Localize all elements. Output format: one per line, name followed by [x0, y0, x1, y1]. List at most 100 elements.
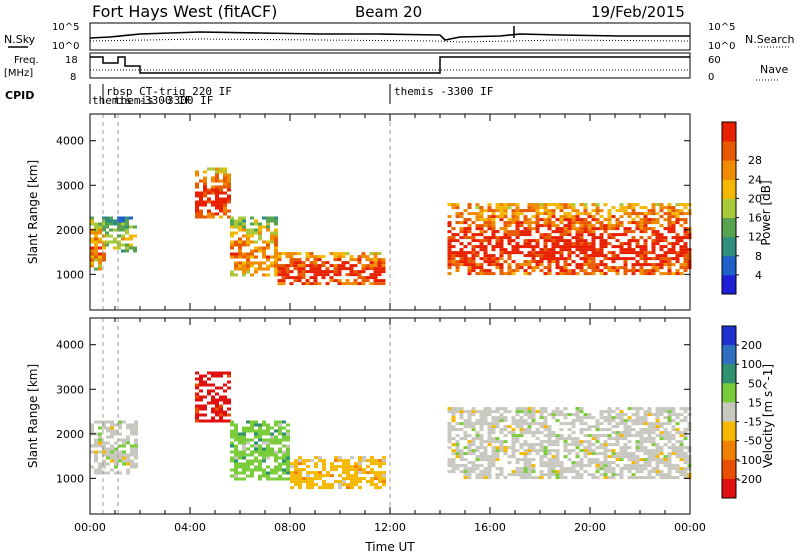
- power-x-axis: [89, 114, 691, 310]
- power-colorbar: 4 8 12 16 20 24 28: [721, 121, 762, 295]
- cpid-program-0: rbsp CT-trig 220 IF: [106, 85, 232, 98]
- velocity-echo-layer: [90, 371, 692, 490]
- power-colorbar-label-2: 12: [748, 231, 762, 244]
- power-echo-region-0: [90, 216, 106, 271]
- nave-label: Nave: [760, 63, 788, 76]
- nsky-panel-frame: [89, 22, 691, 51]
- power-colorbar-label-1: 8: [755, 250, 762, 263]
- nsky-label: N.Sky: [4, 33, 36, 46]
- power-ytick-label-3: 4000: [56, 135, 84, 148]
- nsearch-label: N.Search: [745, 33, 795, 46]
- power-colorbar-seg-7: [722, 141, 736, 161]
- freq-panel-frame: [89, 52, 691, 79]
- velocity-colorbar-label-3: 15: [748, 396, 762, 409]
- velocity-colorbar-seg-5: [722, 421, 736, 442]
- power-colorbar-seg-0: [722, 274, 736, 295]
- velocity-ytick-label-0: 1000: [56, 472, 84, 485]
- power-echo-region-3: [230, 216, 278, 277]
- power-colorbar-label-5: 24: [748, 173, 762, 186]
- velocity-xtick-label-6: 00:00: [674, 521, 706, 534]
- velocity-xtick-label-1: 04:00: [174, 521, 206, 534]
- velocity-xtick-label-0: 00:00: [74, 521, 106, 534]
- velocity-colorbar-seg-7: [722, 459, 736, 480]
- freq-series-line: [90, 56, 690, 74]
- velocity-colorbar-seg-6: [722, 440, 736, 461]
- cpid-program-2: themis -3300 IF: [114, 94, 213, 107]
- velocity-colorbar-seg-3: [722, 383, 736, 403]
- velocity-panel: 1000 2000 3000 4000 00:00 04:00 08:00 12:00 16:…: [26, 317, 775, 554]
- velocity-ytick-label-3: 4000: [56, 339, 84, 352]
- beam-label: Beam 20: [355, 3, 422, 21]
- velocity-colorbar-label-6: -100: [737, 454, 762, 467]
- velocity-colorbar-label-1: 100: [741, 358, 762, 371]
- nsearch-tick-top: 10^5: [708, 22, 735, 33]
- date-label: 19/Feb/2015: [591, 3, 685, 21]
- velocity-colorbar-label-5: -50: [744, 435, 762, 448]
- power-y-axis: 1000 2000 3000 4000: [56, 135, 690, 281]
- velocity-xtick-label-2: 08:00: [274, 521, 306, 534]
- nsearch-series-line: [89, 38, 691, 43]
- velocity-colorbar-seg-4: [722, 402, 736, 422]
- power-colorbar-seg-4: [722, 198, 736, 218]
- power-colorbar-frame: [721, 121, 737, 295]
- freq-tick-bottom: 8: [70, 72, 76, 83]
- velocity-colorbar-label-7: -200: [737, 473, 762, 486]
- velocity-colorbar-label-4: -15: [744, 416, 762, 429]
- velocity-colorbar-seg-1: [722, 345, 736, 365]
- cpid-label: CPID: [5, 89, 34, 102]
- nave-tick-bottom: 0: [708, 72, 714, 83]
- velocity-echo-region-1: [195, 371, 231, 423]
- velocity-colorbar-label-2: 50: [748, 377, 762, 390]
- velocity-colorbar-label: Velocity [m s^-1]: [761, 364, 775, 468]
- nsearch-tick-bottom: 10^0: [708, 41, 735, 52]
- power-echo-region-4: [277, 252, 386, 286]
- power-panel: 1000 2000 3000 4000 Slant Range [km] 4 8 12 16…: [26, 113, 773, 311]
- power-ytick-label-0: 1000: [56, 268, 84, 281]
- velocity-xtick-label-4: 16:00: [474, 521, 506, 534]
- power-echo-region-5: [447, 203, 692, 276]
- cpid-program-1: themis -3300 IF: [92, 94, 191, 107]
- velocity-echo-region-3: [290, 456, 386, 490]
- velocity-xtick-label-5: 20:00: [574, 521, 606, 534]
- nsky-tick-top: 10^5: [52, 22, 79, 33]
- velocity-colorbar-frame: [721, 325, 737, 499]
- power-colorbar-label-4: 20: [748, 192, 762, 205]
- freq-tick-top: 18: [65, 55, 78, 66]
- velocity-xtick-label-3: 12:00: [374, 521, 406, 534]
- cpid-program-3: themis -3300 IF: [394, 85, 493, 98]
- nsky-tick-bottom: 10^0: [52, 41, 79, 52]
- power-colorbar-seg-5: [722, 179, 736, 199]
- power-colorbar-seg-6: [722, 160, 736, 180]
- power-echo-layer: [90, 167, 692, 286]
- velocity-colorbar: 200 100 50 15 -15 -50 -100 -200: [721, 325, 762, 499]
- velocity-colorbar-seg-2: [722, 364, 736, 384]
- station-title: Fort Hays West (fitACF): [92, 2, 277, 21]
- power-colorbar-seg-2: [722, 236, 736, 257]
- velocity-echo-region-4: [447, 407, 692, 480]
- nsky-series-line: [89, 31, 690, 41]
- velocity-colorbar-seg-0: [722, 326, 736, 346]
- power-colorbar-seg-3: [722, 217, 736, 238]
- velocity-ytick-label-2: 3000: [56, 383, 84, 396]
- velocity-ytick-label-1: 2000: [56, 428, 84, 441]
- power-ytick-label-1: 2000: [56, 224, 84, 237]
- power-colorbar-label-6: 28: [748, 154, 762, 167]
- velocity-xlabel: Time UT: [364, 540, 415, 554]
- velocity-y-axis: 1000 2000 3000 4000: [56, 339, 690, 485]
- velocity-colorbar-seg-8: [722, 478, 736, 499]
- power-colorbar-label-0: 4: [755, 269, 762, 282]
- nave-tick-top: 60: [708, 55, 721, 66]
- power-colorbar-label: Power [dB]: [759, 180, 773, 245]
- power-colorbar-label-3: 16: [748, 212, 762, 225]
- velocity-colorbar-label-0: 200: [741, 339, 762, 352]
- velocity-ylabel: Slant Range [km]: [26, 364, 40, 468]
- power-echo-region-2: [195, 167, 231, 219]
- freq-label: Freq.: [14, 55, 39, 66]
- freq-unit-label: [MHz]: [4, 68, 33, 79]
- power-colorbar-seg-8: [722, 122, 736, 142]
- power-echo-region-1: [105, 216, 137, 253]
- velocity-x-axis: 00:00 04:00 08:00 12:00 16:00 20:00 00:00: [74, 318, 706, 534]
- velocity-echo-region-2: [230, 420, 290, 481]
- power-colorbar-seg-1: [722, 255, 736, 276]
